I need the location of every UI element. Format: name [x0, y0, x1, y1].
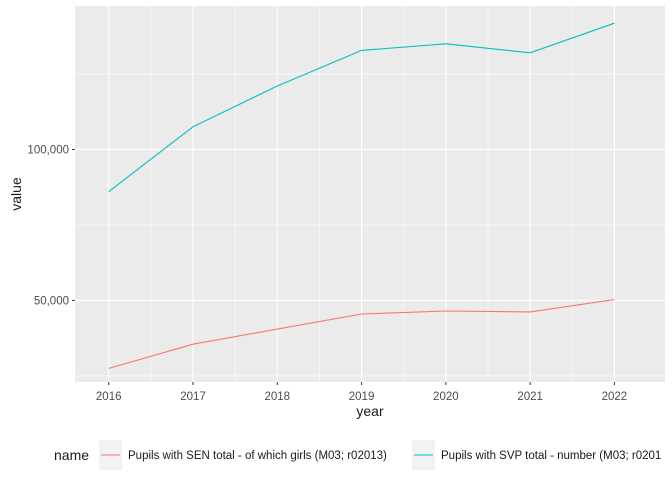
legend: name Pupils with SEN total - of which gi…	[54, 440, 661, 470]
y-axis-title: value	[8, 177, 24, 211]
legend-label-svp-total: Pupils with SVP total - number (M03; r02…	[441, 450, 661, 462]
x-axis: 2016 2017 2018 2019 2020 2021 2022	[96, 382, 627, 403]
x-tick-label: 2018	[264, 391, 290, 403]
x-tick-label: 2017	[180, 391, 206, 403]
series-line-1	[108, 22, 615, 193]
x-tick-label: 2021	[517, 391, 543, 403]
x-tick-label: 2022	[602, 391, 628, 403]
series-line-0	[108, 299, 615, 369]
major-gridlines	[75, 6, 665, 382]
x-tick-label: 2019	[349, 391, 375, 403]
y-tick-label: 100,000	[27, 144, 69, 156]
y-tick-label: 50,000	[34, 295, 69, 307]
x-tick-label: 2016	[96, 391, 122, 403]
x-tick-label: 2020	[433, 391, 459, 403]
x-axis-title: year	[356, 403, 384, 419]
y-axis: 50,000 100,000	[27, 144, 75, 307]
legend-label-sen-girls: Pupils with SEN total - of which girls (…	[128, 450, 387, 462]
plot-panel	[75, 6, 665, 382]
legend-title: name	[54, 447, 89, 463]
series-lines	[108, 22, 615, 369]
